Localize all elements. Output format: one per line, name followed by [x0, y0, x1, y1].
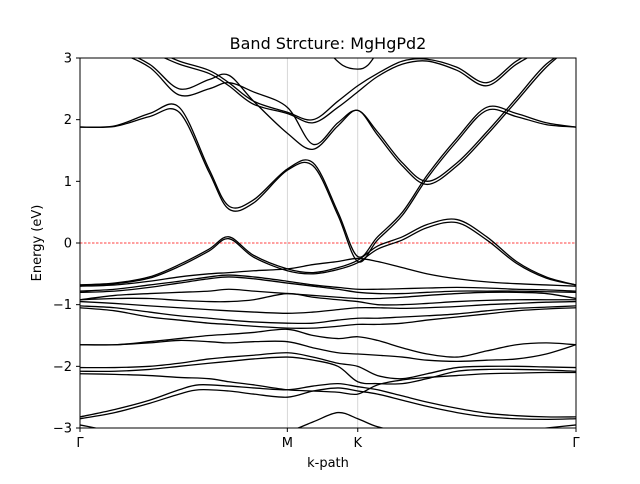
y-axis-label: Energy (eV): [30, 205, 45, 282]
band-line-17: [80, 257, 576, 287]
y-tick-label: −1: [53, 298, 72, 313]
band-line-8: [80, 307, 576, 329]
band-line-24: [333, 58, 375, 70]
band-line-15: [80, 218, 576, 286]
y-axis-ticks: −3 −2 −1 0 1 2 3: [53, 52, 80, 437]
x-tick-label: K: [353, 436, 362, 451]
band-line-19: [80, 108, 576, 263]
y-tick-label: −3: [53, 422, 72, 437]
chart-title: Band Strcture: MgHgPd2: [230, 34, 427, 53]
y-tick-label: 1: [64, 175, 72, 190]
band-line-11: [80, 292, 576, 306]
band-line-13: [80, 276, 576, 295]
y-tick-label: 3: [64, 52, 72, 67]
band-line-22: [163, 58, 529, 124]
band-line-4: [80, 356, 576, 385]
band-line-23: [169, 58, 523, 121]
y-tick-label: 2: [64, 113, 72, 128]
band-line-5: [80, 352, 576, 380]
band-line-12: [80, 288, 576, 301]
band-line-7: [80, 328, 576, 358]
x-tick-label: Γ: [76, 436, 84, 451]
band-line-3: [80, 371, 576, 396]
band-line-2: [80, 382, 576, 418]
band-line-6: [80, 339, 576, 363]
band-line-21: [136, 58, 558, 186]
band-line-14: [80, 274, 576, 292]
band-line-16: [80, 221, 576, 286]
x-tick-label: Γ: [572, 436, 580, 451]
band-line-10: [80, 300, 576, 314]
x-tick-label: M: [282, 436, 293, 451]
band-line-20: [130, 58, 556, 182]
band-line-1: [80, 387, 576, 421]
band-line-18: [80, 103, 576, 258]
band-line-0: [80, 411, 576, 428]
band-line-9: [80, 305, 576, 325]
y-tick-label: 0: [64, 237, 72, 252]
bands-layer: [80, 58, 576, 428]
x-axis-label: k-path: [307, 456, 349, 471]
y-tick-label: −2: [53, 360, 72, 375]
